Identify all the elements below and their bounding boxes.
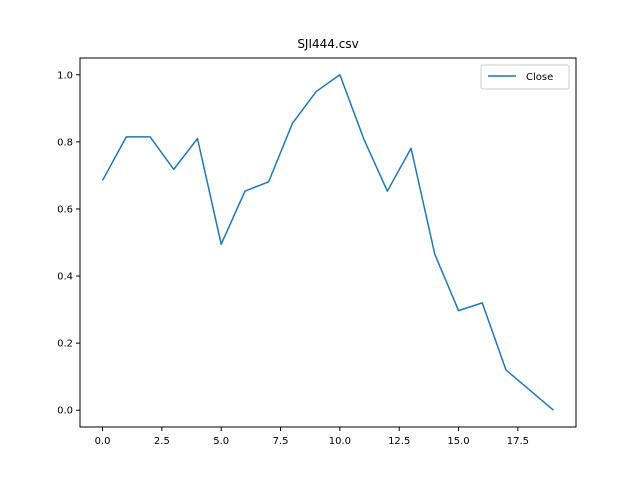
x-tick-label: 7.5 bbox=[273, 436, 289, 447]
x-tick-label: 12.5 bbox=[388, 436, 410, 447]
x-tick-label: 17.5 bbox=[507, 436, 529, 447]
y-tick-label: 1.0 bbox=[57, 70, 73, 81]
legend-label-close: Close bbox=[526, 72, 553, 83]
y-tick-label: 0.6 bbox=[57, 204, 73, 215]
y-tick-label: 0.0 bbox=[57, 406, 73, 417]
chart-title: SJI444.csv bbox=[297, 37, 358, 51]
x-tick-label: 5.0 bbox=[213, 436, 229, 447]
x-tick-label: 2.5 bbox=[154, 436, 170, 447]
x-tick-label: 15.0 bbox=[447, 436, 469, 447]
y-tick-label: 0.4 bbox=[57, 272, 73, 283]
y-tick-label: 0.8 bbox=[57, 137, 73, 148]
legend-box bbox=[481, 65, 569, 89]
x-tick-label: 0.0 bbox=[95, 436, 111, 447]
y-tick-label: 0.2 bbox=[57, 339, 73, 350]
x-tick-label: 10.0 bbox=[329, 436, 351, 447]
legend: Close bbox=[481, 65, 569, 89]
